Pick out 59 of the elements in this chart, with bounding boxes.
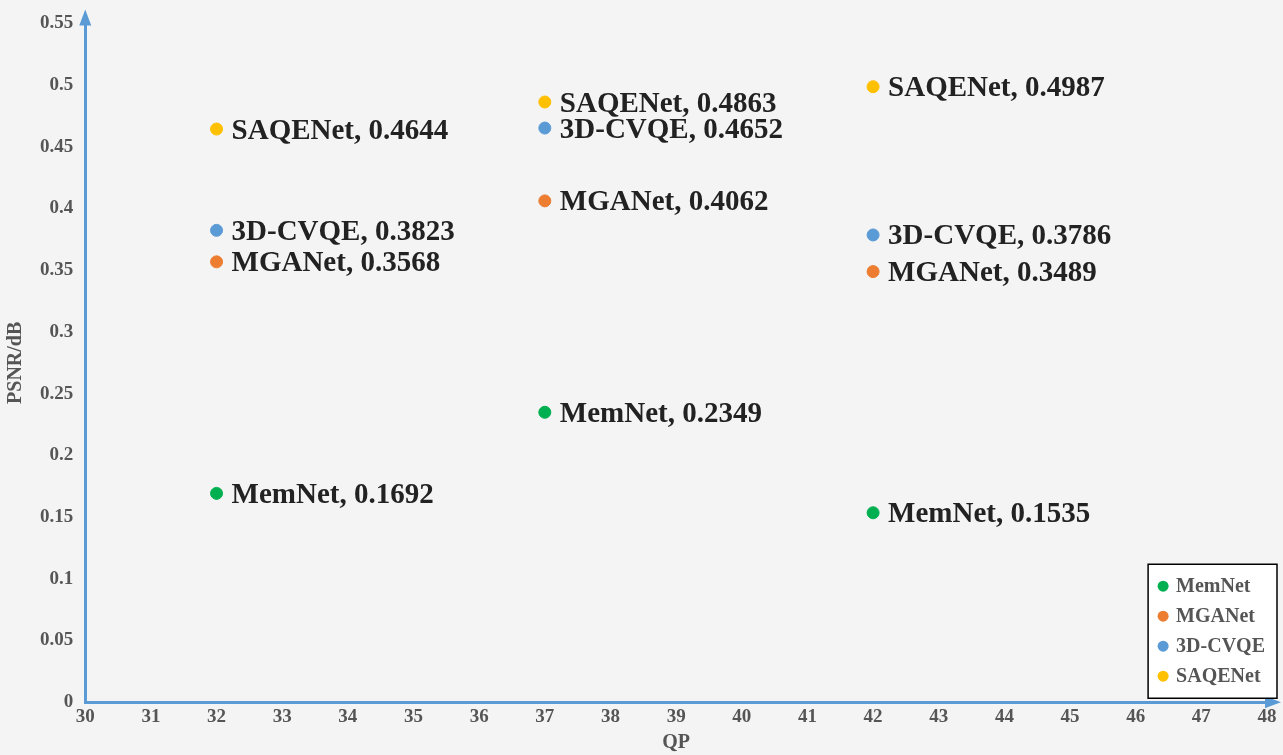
x-tick-label: 32 bbox=[207, 704, 227, 726]
data-label: MemNet, 0.1692 bbox=[231, 476, 434, 509]
data-label: MemNet, 0.1535 bbox=[888, 496, 1091, 529]
point bbox=[210, 486, 224, 500]
point bbox=[210, 255, 224, 269]
x-tick-label: 44 bbox=[994, 704, 1015, 726]
x-axis-title: QP bbox=[662, 730, 691, 753]
y-tick-label: 0 bbox=[63, 690, 74, 712]
y-tick-label: 0.55 bbox=[40, 11, 74, 33]
x-tick-label: 40 bbox=[732, 704, 752, 726]
data-label: MGANet, 0.3568 bbox=[231, 245, 441, 278]
point bbox=[866, 228, 880, 242]
x-tick-label: 38 bbox=[600, 704, 620, 726]
x-tick-label: 37 bbox=[535, 704, 555, 726]
y-tick-label: 0.25 bbox=[40, 381, 74, 403]
legend-label: MGANet bbox=[1176, 604, 1256, 627]
data-label: MGANet, 0.4062 bbox=[559, 184, 769, 217]
point bbox=[538, 405, 552, 419]
y-tick-label: 0.2 bbox=[49, 443, 74, 465]
y-axis-title: PSNR/dB bbox=[3, 321, 26, 404]
y-tick-label: 0.45 bbox=[40, 134, 74, 156]
y-tick-label: 0.35 bbox=[40, 258, 74, 280]
point bbox=[210, 122, 224, 136]
x-tick-label: 41 bbox=[797, 704, 817, 726]
y-tick-label: 0.05 bbox=[40, 628, 74, 650]
x-tick-label: 31 bbox=[141, 704, 161, 726]
y-tick-label: 0.15 bbox=[40, 504, 74, 526]
x-tick-label: 35 bbox=[404, 704, 424, 726]
point bbox=[866, 506, 880, 520]
x-tick-label: 46 bbox=[1126, 704, 1146, 726]
point bbox=[866, 80, 880, 94]
x-tick-label: 36 bbox=[469, 704, 489, 726]
point bbox=[538, 194, 552, 208]
x-tick-label: 43 bbox=[929, 704, 949, 726]
data-label: 3D-CVQE, 0.3786 bbox=[888, 218, 1112, 251]
point bbox=[538, 121, 552, 135]
x-tick-label: 42 bbox=[863, 704, 883, 726]
y-tick-label: 0.5 bbox=[49, 73, 74, 95]
x-tick-label: 39 bbox=[666, 704, 686, 726]
point bbox=[538, 95, 552, 109]
data-label: SAQENet, 0.4987 bbox=[888, 70, 1105, 103]
y-tick-label: 0.1 bbox=[49, 566, 74, 588]
x-tick-label: 33 bbox=[272, 704, 292, 726]
legend-label: 3D-CVQE bbox=[1176, 634, 1265, 657]
x-tick-label: 48 bbox=[1257, 704, 1277, 726]
x-tick-label: 30 bbox=[75, 704, 95, 726]
point bbox=[210, 223, 224, 237]
data-label: SAQENet, 0.4644 bbox=[231, 112, 449, 145]
point bbox=[866, 265, 880, 279]
legend-label: MemNet bbox=[1176, 574, 1251, 597]
y-tick-label: 0.4 bbox=[49, 196, 74, 218]
data-label: MGANet, 0.3489 bbox=[888, 255, 1097, 288]
legend-label: SAQENet bbox=[1176, 664, 1261, 687]
y-tick-label: 0.3 bbox=[49, 319, 74, 341]
x-tick-label: 34 bbox=[338, 704, 358, 726]
x-tick-label: 47 bbox=[1191, 704, 1212, 726]
data-label: 3D-CVQE, 0.3823 bbox=[231, 213, 455, 246]
data-label: MemNet, 0.2349 bbox=[559, 395, 762, 428]
x-tick-label: 45 bbox=[1060, 704, 1080, 726]
